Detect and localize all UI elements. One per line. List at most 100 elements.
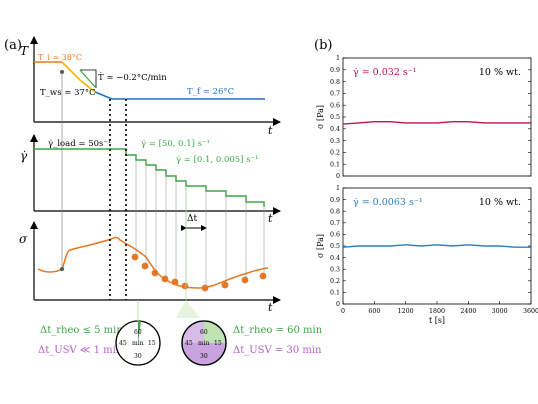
y-axis-label: σ [Pa] [316,105,325,129]
shear-rate-annotation: γ̇ = 0.0063 s⁻¹ [353,197,423,208]
y-tick-label: 0.5 [330,243,340,250]
shear-plot: γ̇ t γ̇_load = 50s⁻¹ γ̇ = [50, 0.1] s⁻¹ … [20,134,281,231]
y-tick-label: 0.9 [330,67,340,74]
x-tick-label: 2400 [460,308,476,315]
temperature-ramp-segment [61,61,96,93]
range2-label: γ̇ = [0.1, 0.005] s⁻¹ [176,155,258,165]
concentration-label: 10 % wt. [479,197,521,208]
clock-left-wedge [138,320,141,343]
stress-measure-point [171,278,179,286]
clock-right-wedge-light [182,321,204,343]
clock-right-15: 15 [214,340,222,347]
slope-hypotenuse [79,69,97,89]
legend-right-line2: Δt_USV = 30 min [233,345,322,356]
legend-left-line2: Δt_USV ≪ 1 min [38,345,123,356]
y-tick-label: 0.3 [330,138,340,145]
tws-label: T_ws ≃ 37°C [40,88,96,98]
stress-measure-point [201,284,209,292]
x-tick-label: 0 [341,308,345,315]
clock-left-min: min [132,340,144,347]
stress-measure-point [141,262,149,270]
clock-right-60: 60 [200,329,208,336]
x-tick-label: 3600 [523,308,538,315]
shear-y-symbol: γ̇ [20,149,28,163]
y-tick-label: 1 [336,55,340,62]
tf-label: T_f ≃ 26°C [187,87,234,97]
stress-series-line [342,121,531,125]
stress-measure-point [241,276,249,284]
shear-rate-annotation: γ̇ = 0.032 s⁻¹ [353,67,417,78]
rate-label: Ṫ ≃ −0.2°C/min [98,71,167,83]
y-tick-label: 0.4 [330,126,340,133]
y-tick-label: 0.2 [330,150,340,157]
x-tick-label: 1800 [429,308,445,315]
clock-right-min: min [198,340,210,347]
slope-triangle [80,69,97,88]
stress-curve [37,236,269,289]
temperature-t-label: t [268,124,273,137]
stress-measure-point [131,253,139,261]
y-tick-label: 0.1 [330,161,340,168]
y-tick-label: 0.6 [330,102,340,109]
stress-measure-point [221,281,229,289]
stress-series-line [342,244,531,248]
panel-b: 0 0.1 0.2 0.3 0.4 0.5 0.6 0.7 0.8 0.9 1 σ [Pa] γ̇ = … [316,55,538,325]
dt-label: Δt [187,214,197,224]
panel-b-label: (b) [314,38,332,53]
step-guides [135,155,265,300]
x-tick-label: 600 [368,308,380,315]
legend-left-line1: Δt_rheo ≤ 5 min [40,325,123,336]
stress-y-symbol: σ [19,232,28,246]
y-tick-label: 0.2 [330,278,340,285]
y-tick-label: 0.7 [330,220,340,227]
clock-right-30: 30 [200,353,208,360]
y-tick-label: 0.1 [330,290,340,297]
stress-chart-2: 0 0.1 0.2 0.3 0.4 0.5 0.6 0.7 0.8 0.9 1 0 600 1200 180… [316,185,538,325]
stress-t-label: t [268,301,273,314]
stress-measure-point [151,269,159,277]
shear-t-label: t [268,212,273,225]
stress-measure-point [161,275,169,283]
y-tick-label: 0.8 [330,79,340,86]
y-tick-label: 0.5 [330,114,340,121]
y-tick-label: 0.9 [330,197,340,204]
x-tick-label: 1200 [398,308,414,315]
legend-right: 60 15 30 45 min Δt_rheo = 60 min Δt_USV … [176,300,323,366]
stress-measure-point [181,282,189,290]
clock-right-connector [176,300,200,318]
legend-left: Δt_rheo ≤ 5 min Δt_USV ≪ 1 min 60 15 30 … [38,300,161,366]
stress-plot: σ t [19,221,281,314]
plot-frame [342,57,532,177]
clock-right-wedge-purple [182,343,226,365]
clock-left-30: 30 [134,353,142,360]
stress-chart-1: 0 0.1 0.2 0.3 0.4 0.5 0.6 0.7 0.8 0.9 1 σ [Pa] γ̇ = … [316,55,532,180]
y-tick-label: 0.7 [330,91,340,98]
temperature-y-symbol: T [20,44,29,58]
y-tick-label: 0 [336,301,340,308]
stress-measure-point [259,272,267,280]
y-tick-label: 0.3 [330,266,340,273]
clock-left-45: 45 [119,340,127,347]
y-axis-label: σ [Pa] [316,234,325,258]
clock-right-wedge-green [204,321,226,343]
stress-markers [131,253,267,292]
temperature-plot: T t T_i ≃ 38°C T_ws ≃ 37°C Ṫ ≃ −0.2°C/mi… [20,36,281,137]
ti-label: T_i ≃ 38°C [38,53,82,62]
x-axis-label: t [s] [429,316,445,325]
y-tick-label: 0.8 [330,208,340,215]
x-tick-label: 3000 [492,308,508,315]
legend-right-line1: Δt_rheo = 60 min [233,325,323,336]
y-tick-label: 0.4 [330,255,340,262]
load-label: γ̇_load = 50s⁻¹ [48,139,111,149]
range1-label: γ̇ = [50, 0.1] s⁻¹ [141,139,210,149]
clock-left-15: 15 [148,340,156,347]
y-tick-label: 1 [336,185,340,192]
temperature-final-segment [94,91,265,100]
y-tick-label: 0 [336,173,340,180]
clock-left-60: 60 [134,329,142,336]
concentration-label: 10 % wt. [479,67,521,78]
panel-a-label: (a) [4,38,22,53]
clock-right-45: 45 [185,340,193,347]
y-tick-label: 0.6 [330,232,340,239]
